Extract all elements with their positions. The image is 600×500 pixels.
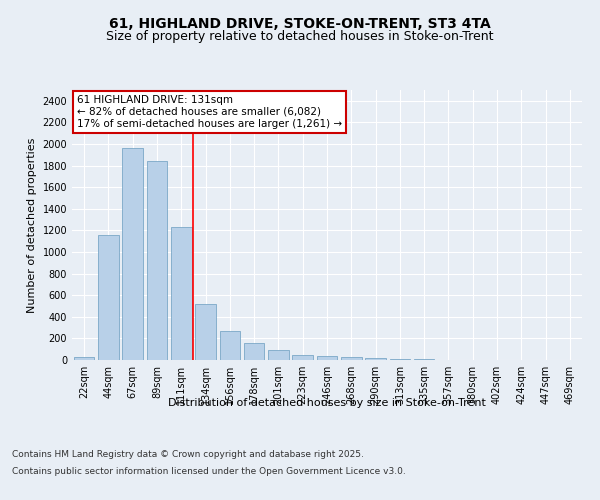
Text: Distribution of detached houses by size in Stoke-on-Trent: Distribution of detached houses by size …	[168, 398, 486, 407]
Text: 61, HIGHLAND DRIVE, STOKE-ON-TRENT, ST3 4TA: 61, HIGHLAND DRIVE, STOKE-ON-TRENT, ST3 …	[109, 18, 491, 32]
Bar	[292, 355, 313, 360]
Bar	[98, 236, 119, 360]
Bar	[146, 160, 167, 360]
Bar	[317, 356, 337, 360]
Bar	[171, 227, 191, 360]
Text: Contains public sector information licensed under the Open Government Licence v3: Contains public sector information licen…	[12, 468, 406, 476]
Bar	[341, 357, 362, 360]
Y-axis label: Number of detached properties: Number of detached properties	[27, 138, 37, 312]
Text: Contains HM Land Registry data © Crown copyright and database right 2025.: Contains HM Land Registry data © Crown c…	[12, 450, 364, 459]
Bar	[122, 148, 143, 360]
Bar	[389, 359, 410, 360]
Bar	[220, 331, 240, 360]
Bar	[74, 358, 94, 360]
Text: 61 HIGHLAND DRIVE: 131sqm
← 82% of detached houses are smaller (6,082)
17% of se: 61 HIGHLAND DRIVE: 131sqm ← 82% of detac…	[77, 96, 342, 128]
Text: Size of property relative to detached houses in Stoke-on-Trent: Size of property relative to detached ho…	[106, 30, 494, 43]
Bar	[268, 350, 289, 360]
Bar	[244, 344, 265, 360]
Bar	[195, 304, 216, 360]
Bar	[365, 358, 386, 360]
